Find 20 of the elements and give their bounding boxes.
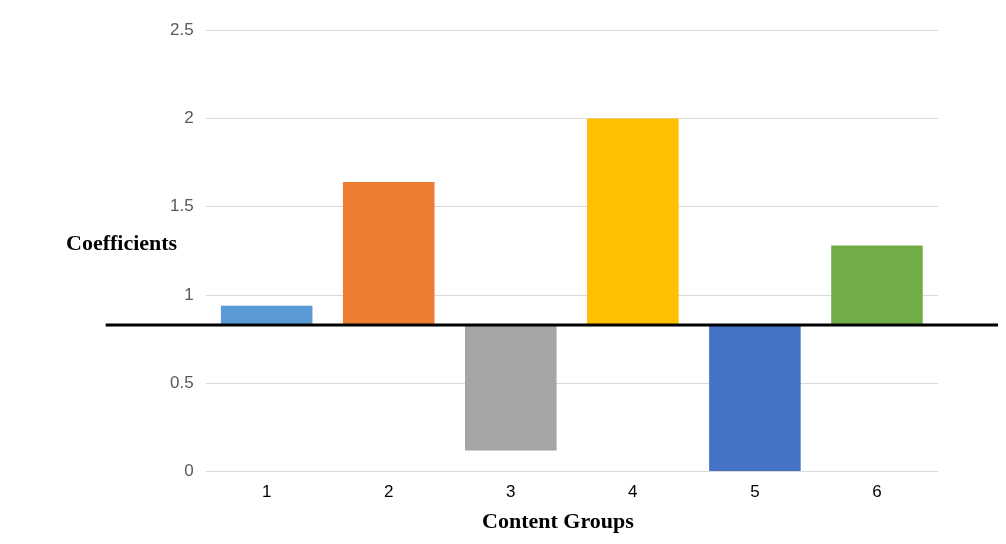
bar — [220, 305, 313, 326]
y-tick-label: 2.5 — [169, 19, 194, 39]
bar — [831, 245, 923, 326]
y-tick-label: 2 — [184, 108, 194, 128]
x-tick-label: 2 — [383, 482, 394, 502]
y-tick-label: 1.5 — [169, 196, 194, 216]
bar — [342, 182, 435, 326]
y-tick-label: 1 — [184, 284, 194, 304]
y-tick-label: 0 — [184, 461, 194, 481]
y-tick-label: 0.5 — [169, 373, 194, 393]
y-axis-title: Coefficients — [66, 230, 178, 256]
x-axis-title: Content Groups — [481, 508, 635, 534]
x-tick-label: 1 — [261, 482, 272, 502]
x-tick-label: 5 — [750, 482, 760, 502]
bar — [709, 325, 801, 472]
bar — [587, 118, 679, 326]
x-tick-label: 6 — [872, 482, 882, 502]
x-tick-label: 3 — [506, 482, 516, 502]
bar — [465, 325, 557, 451]
x-tick-label: 4 — [628, 482, 638, 502]
